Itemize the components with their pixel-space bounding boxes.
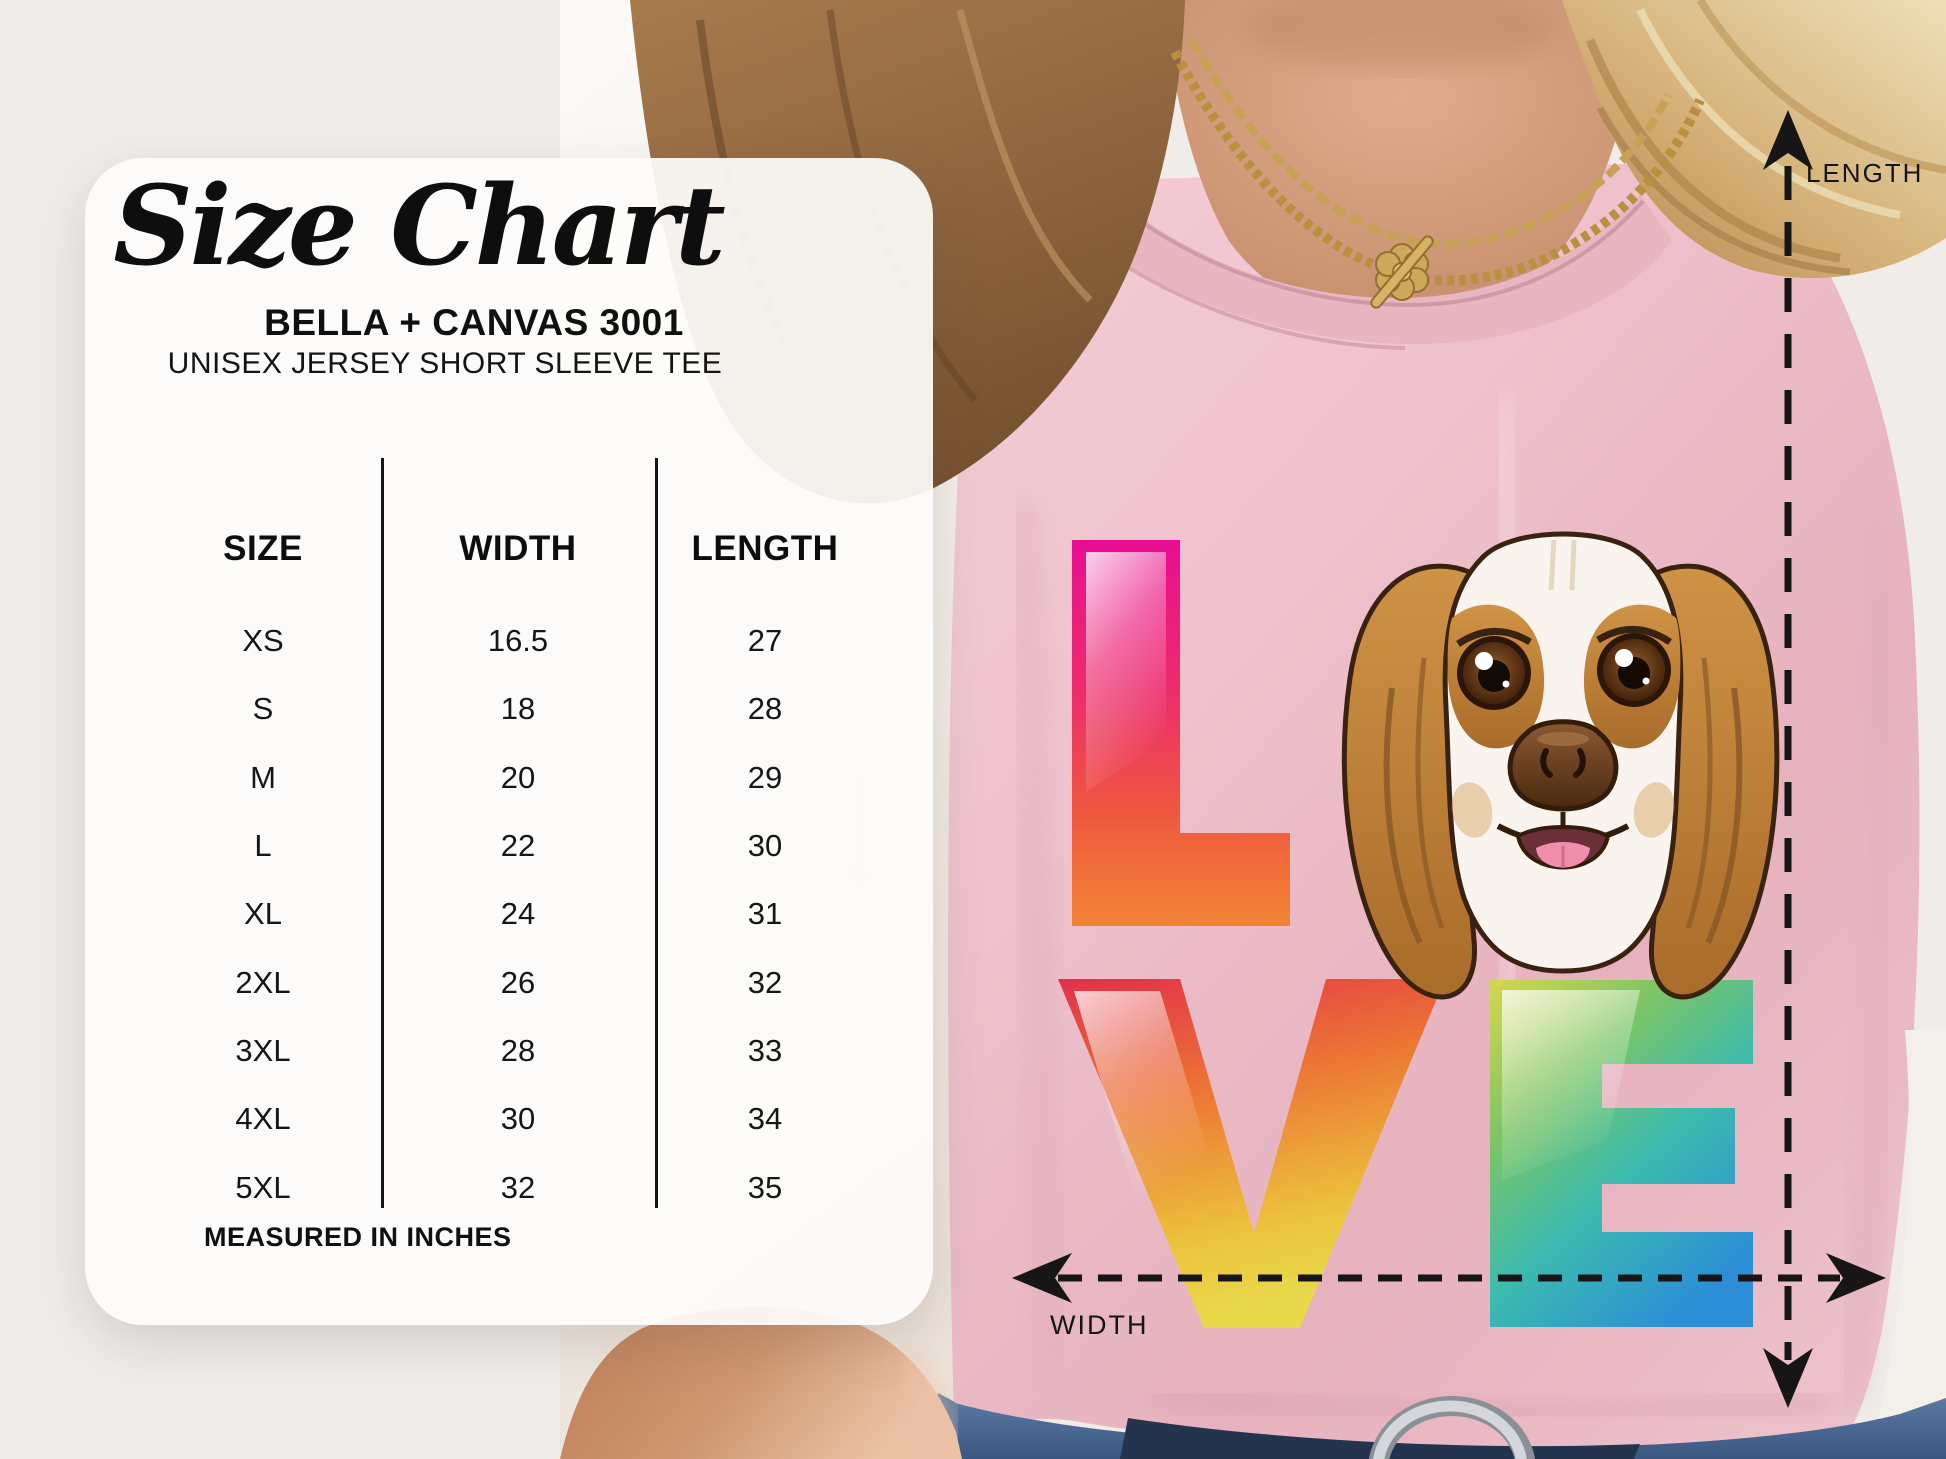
letter-E: [1490, 980, 1753, 1327]
width-cell: 20: [500, 759, 536, 795]
arrow-down-icon: [1763, 1348, 1813, 1408]
product-line: UNISEX JERSEY SHORT SLEEVE TEE: [167, 347, 723, 380]
brand-line: BELLA + CANVAS 3001: [264, 302, 684, 343]
size-cell: 2XL: [235, 964, 291, 1000]
arrow-left-icon: [1012, 1253, 1072, 1303]
length-cell: 34: [747, 1101, 783, 1137]
belt: [1120, 1418, 1640, 1459]
size-cell: XS: [242, 623, 284, 659]
size-row: XS 16.5 27: [145, 607, 875, 675]
letter-L: [1072, 540, 1290, 926]
dog-face-illustration: [1341, 531, 1780, 1000]
size-table-header: SIZE WIDTH LENGTH: [145, 510, 875, 588]
length-cell: 30: [747, 828, 783, 864]
size-cell: L: [254, 828, 272, 864]
love-design: [1058, 531, 1780, 1328]
size-row: L 22 30: [145, 812, 875, 880]
model-arm: [560, 1306, 962, 1459]
width-cell: 24: [500, 896, 536, 932]
header-width: WIDTH: [459, 529, 577, 568]
length-label: LENGTH: [1806, 158, 1924, 188]
length-cell: 27: [747, 623, 783, 659]
length-cell: 28: [747, 691, 783, 727]
width-cell: 26: [500, 964, 536, 1000]
size-table: SIZE WIDTH LENGTH XS 16.5 27 S 18 28 M 20 29 L 22 3…: [145, 510, 875, 1222]
column-divider: [655, 458, 658, 1208]
width-cell: 22: [500, 828, 536, 864]
size-cell: XL: [244, 896, 282, 932]
size-chart-card: Size Chart BELLA + CANVAS 3001 UNISEX JE…: [85, 158, 933, 1325]
length-cell: 35: [747, 1169, 783, 1205]
dog-nose: [1507, 719, 1619, 812]
letter-V: [1058, 979, 1445, 1328]
units-footnote: MEASURED IN INCHES: [204, 1222, 512, 1252]
header-length: LENGTH: [691, 529, 839, 568]
size-row: 2XL 26 32: [145, 948, 875, 1016]
length-cell: 32: [747, 964, 783, 1000]
size-row: 5XL 32 35: [145, 1153, 875, 1221]
column-divider: [381, 458, 384, 1208]
size-cell: 4XL: [235, 1101, 291, 1137]
size-cell: 5XL: [235, 1169, 291, 1205]
size-table-body: XS 16.5 27 S 18 28 M 20 29 L 22 30 XL 24 31 2XL 26 32 3XL 2…: [145, 607, 875, 1222]
header-size: SIZE: [223, 529, 303, 568]
chain-paperclip: [1188, 38, 1672, 248]
flower-pendant: [1370, 235, 1434, 309]
size-row: 3XL 28 33: [145, 1017, 875, 1085]
necklace: [1170, 38, 1705, 309]
size-row: XL 24 31: [145, 880, 875, 948]
width-label: WIDTH: [1050, 1310, 1149, 1340]
arrow-right-icon: [1826, 1253, 1886, 1303]
length-measure-line: [1763, 110, 1813, 1408]
width-measure-line: [1012, 1253, 1886, 1303]
dog-eyes: [1456, 626, 1672, 710]
width-cell: 28: [500, 1032, 536, 1068]
backdrop-right-edge: [1872, 1030, 1946, 1448]
length-cell: 29: [747, 759, 783, 795]
chain-curb: [1170, 49, 1705, 286]
size-cell: 3XL: [235, 1032, 291, 1068]
size-row: M 20 29: [145, 744, 875, 812]
size-row: 4XL 30 34: [145, 1085, 875, 1153]
card-title: Size Chart: [113, 161, 726, 290]
length-cell: 33: [747, 1032, 783, 1068]
arrow-up-icon: [1763, 110, 1813, 170]
width-cell: 18: [500, 691, 536, 727]
width-cell: 30: [500, 1101, 536, 1137]
length-cell: 31: [747, 896, 783, 932]
size-cell: M: [250, 759, 276, 795]
hair-right: [1562, 0, 1946, 279]
size-cell: S: [252, 691, 274, 727]
size-row: S 18 28: [145, 675, 875, 743]
model-neck: [1162, 0, 1642, 324]
width-cell: 16.5: [487, 623, 549, 659]
width-cell: 32: [500, 1169, 536, 1205]
